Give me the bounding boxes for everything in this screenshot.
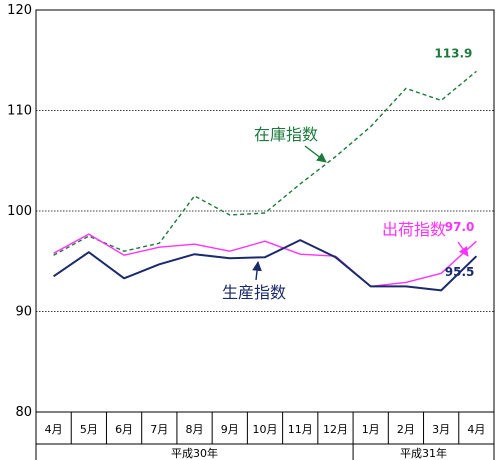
data-point [440,289,442,291]
series-label-1: 出荷指数 [382,220,446,239]
data-point [88,233,90,235]
data-point [264,256,266,258]
data-point [229,214,231,216]
x-tick-label: 9月 [221,423,239,436]
series-label-arrow-0 [304,145,327,163]
end-value-label-0: 113.9 [434,46,472,60]
data-point [369,285,371,287]
gridlines [35,9,495,413]
data-point [369,125,371,127]
x-tick-label: 3月 [432,423,450,436]
x-tick-label: 7月 [150,423,168,436]
series-line-0 [53,70,477,256]
series-lines [52,70,478,292]
data-point [264,212,266,214]
data-point [88,251,90,253]
end-value-label-1: 97.0 [445,220,475,234]
data-point [193,195,195,197]
data-point [405,281,407,283]
data-point [475,240,477,242]
data-point [158,246,160,248]
y-axis-ticks: 80 90 100 110 120 [7,3,32,420]
data-point [193,243,195,245]
data-point [229,250,231,252]
data-point [229,257,231,259]
x-tick-label: 10月 [253,423,278,436]
series-label-arrow-2 [252,261,262,281]
data-point [334,156,336,158]
data-point [475,70,477,72]
x-tick-label: 11月 [288,423,313,436]
data-point [405,87,407,89]
data-point [123,250,125,252]
y-tick-label: 120 [7,3,32,18]
data-point [299,183,301,185]
y-tick-label: 100 [7,204,32,219]
data-point [334,256,336,258]
data-point [440,99,442,101]
series-label-arrow-1 [457,241,469,257]
data-point [158,263,160,265]
data-point [299,239,301,241]
x-tick-label: 4月 [45,423,63,436]
data-point [52,252,54,254]
data-point [158,242,160,244]
x-tick-label: 5月 [80,423,98,436]
series-label-2: 生産指数 [222,283,286,302]
y-tick-label: 110 [7,104,32,119]
data-point [299,253,301,255]
data-point [264,240,266,242]
series-line-2 [53,239,478,292]
x-tick-label: 2月 [397,423,415,436]
x-group-label: 平成31年 [400,446,447,460]
data-point [440,272,442,274]
x-tick-label: 1月 [362,423,380,436]
x-tick-label: 12月 [323,423,348,436]
x-tick-label: 6月 [115,423,133,436]
x-group-label: 平成30年 [171,446,218,460]
data-point [123,277,125,279]
data-point [405,285,407,287]
data-point [475,255,477,257]
series-line-1 [53,233,477,288]
data-point [52,275,54,277]
x-tick-label: 4月 [467,423,485,436]
y-tick-label: 90 [15,305,32,320]
data-point [193,253,195,255]
data-point [123,254,125,256]
series-label-0: 在庫指数 [254,125,318,144]
x-tick-label: 8月 [186,423,204,436]
y-tick-label: 80 [15,405,32,420]
end-value-label-2: 95.5 [445,265,475,279]
